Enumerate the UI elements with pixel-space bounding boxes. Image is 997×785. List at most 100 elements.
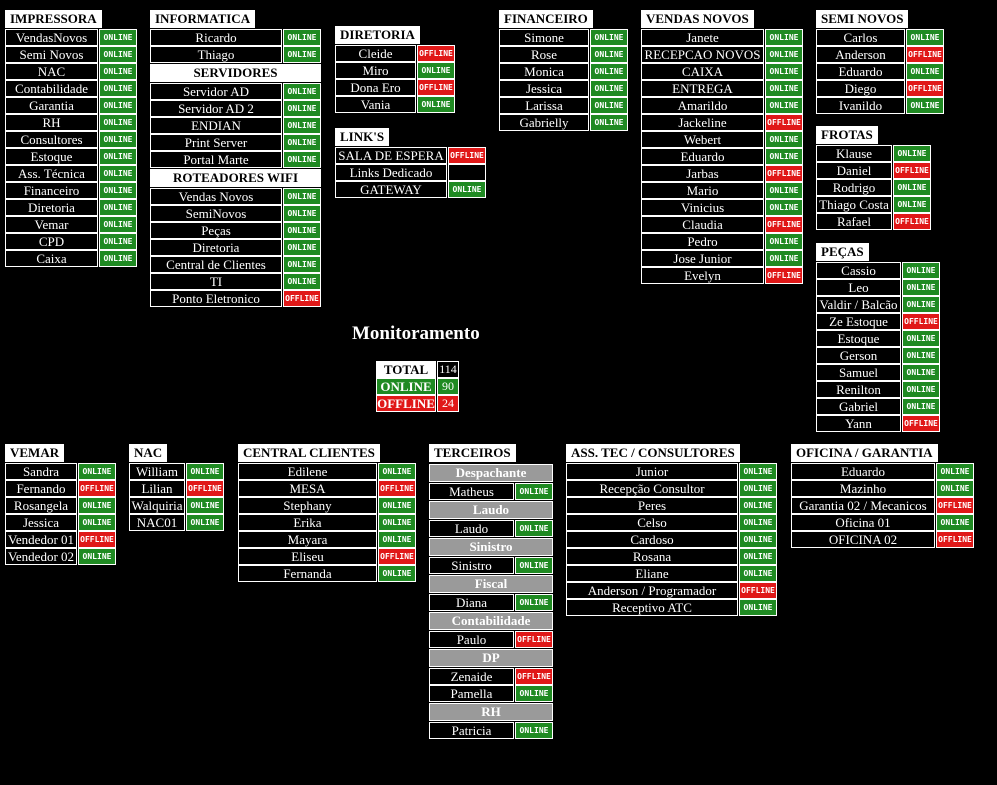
host-name: Vania	[335, 96, 416, 113]
host-row: Paulo OFFLINE	[429, 631, 553, 648]
host-name: Semi Novos	[5, 46, 98, 63]
status-badge: ONLINE	[906, 97, 944, 114]
section-title: VENDAS NOVOS	[641, 10, 754, 28]
section-title: TERCEIROS	[429, 444, 516, 462]
host-name: Receptivo ATC	[566, 599, 738, 616]
status-badge: ONLINE	[283, 256, 321, 273]
host-name: Evelyn	[641, 267, 764, 284]
status-badge: ONLINE	[283, 29, 321, 46]
host-row: Jessica ONLINE	[5, 514, 116, 531]
host-name: Peres	[566, 497, 738, 514]
host-row: Thiago ONLINE	[150, 46, 321, 63]
host-name: GATEWAY	[335, 181, 447, 198]
host-name: Estoque	[5, 148, 98, 165]
status-badge: OFFLINE	[515, 631, 553, 648]
host-row: Servidor AD ONLINE	[150, 83, 321, 100]
host-name: Rodrigo	[816, 179, 892, 196]
status-badge: ONLINE	[78, 514, 116, 531]
status-badge: ONLINE	[906, 29, 944, 46]
status-badge: ONLINE	[99, 182, 137, 199]
status-badge: ONLINE	[590, 29, 628, 46]
host-name: Valdir / Balcão	[816, 296, 901, 313]
status-badge: ONLINE	[765, 29, 803, 46]
host-name: Gerson	[816, 347, 901, 364]
host-name: Garantia	[5, 97, 98, 114]
host-name: Janete	[641, 29, 764, 46]
host-row: VendasNovos ONLINE	[5, 29, 137, 46]
status-badge: ONLINE	[739, 497, 777, 514]
status-badge: ONLINE	[99, 63, 137, 80]
status-badge: ONLINE	[936, 480, 974, 497]
section-title: FINANCEIRO	[499, 10, 593, 28]
status-badge: ONLINE	[739, 514, 777, 531]
status-badge: ONLINE	[378, 565, 416, 582]
host-name: Carlos	[816, 29, 905, 46]
status-badge: ONLINE	[765, 97, 803, 114]
status-badge: ONLINE	[378, 497, 416, 514]
section-title: INFORMATICA	[150, 10, 256, 28]
status-badge: OFFLINE	[417, 45, 455, 62]
host-row: Contabilidade ONLINE	[5, 80, 137, 97]
host-row: Simone ONLINE	[499, 29, 628, 46]
status-badge: ONLINE	[515, 557, 553, 574]
host-row: Evelyn OFFLINE	[641, 267, 803, 284]
host-name: Consultores	[5, 131, 98, 148]
status-badge: ONLINE	[902, 347, 940, 364]
host-row: Financeiro ONLINE	[5, 182, 137, 199]
section-title: DP	[429, 649, 553, 667]
host-name: Caixa	[5, 250, 98, 267]
host-row: Eduardo ONLINE	[791, 463, 974, 480]
host-row: Leo ONLINE	[816, 279, 940, 296]
host-row: Jarbas OFFLINE	[641, 165, 803, 182]
group-frotas: FROTAS Klause ONLINE Daniel OFFLINE Rodrigo ON…	[816, 126, 931, 230]
status-badge: ONLINE	[765, 199, 803, 216]
host-row: Miro ONLINE	[335, 62, 455, 79]
status-badge: ONLINE	[515, 685, 553, 702]
status-badge: ONLINE	[99, 114, 137, 131]
host-row: Pedro ONLINE	[641, 233, 803, 250]
section-title: FROTAS	[816, 126, 878, 144]
status-badge: ONLINE	[99, 80, 137, 97]
host-name: Jose Junior	[641, 250, 764, 267]
host-row: Garantia 02 / Mecanicos OFFLINE	[791, 497, 974, 514]
host-name: Junior	[566, 463, 738, 480]
host-name: Gabriel	[816, 398, 901, 415]
host-row: Diana ONLINE	[429, 594, 553, 611]
status-badge: ONLINE	[378, 463, 416, 480]
status-badge: ONLINE	[906, 63, 944, 80]
status-badge: ONLINE	[765, 148, 803, 165]
status-badge: ONLINE	[283, 46, 321, 63]
host-name: Portal Marte	[150, 151, 282, 168]
host-name: Eduardo	[791, 463, 935, 480]
host-name: Links Dedicado	[335, 164, 447, 181]
host-row: Edilene ONLINE	[238, 463, 416, 480]
host-row: Ass. Técnica ONLINE	[5, 165, 137, 182]
host-row: Oficina 01 ONLINE	[791, 514, 974, 531]
host-row: Mazinho ONLINE	[791, 480, 974, 497]
host-name: Recepção Consultor	[566, 480, 738, 497]
host-row: Amarildo ONLINE	[641, 97, 803, 114]
status-badge: OFFLINE	[283, 290, 321, 307]
host-name: Peças	[150, 222, 282, 239]
host-row: Eliseu OFFLINE	[238, 548, 416, 565]
host-name: Pamella	[429, 685, 514, 702]
status-badge: ONLINE	[765, 250, 803, 267]
status-badge: OFFLINE	[906, 46, 944, 63]
host-name: Leo	[816, 279, 901, 296]
host-row: Diego OFFLINE	[816, 80, 944, 97]
host-row: Caixa ONLINE	[5, 250, 137, 267]
host-row: NAC01 ONLINE	[129, 514, 224, 531]
host-name: Erika	[238, 514, 377, 531]
status-badge: ONLINE	[99, 250, 137, 267]
status-badge: OFFLINE	[378, 480, 416, 497]
host-name: Rose	[499, 46, 589, 63]
group-vemar: VEMAR Sandra ONLINE Fernando OFFLINE Rosangel…	[5, 444, 116, 565]
host-row: Sinistro ONLINE	[429, 557, 553, 574]
host-name: Jackeline	[641, 114, 764, 131]
section-title: LINK'S	[335, 128, 390, 146]
status-badge: ONLINE	[590, 80, 628, 97]
host-name: MESA	[238, 480, 377, 497]
host-row: Jose Junior ONLINE	[641, 250, 803, 267]
host-row: Fernando OFFLINE	[5, 480, 116, 497]
host-name: ENTREGA	[641, 80, 764, 97]
